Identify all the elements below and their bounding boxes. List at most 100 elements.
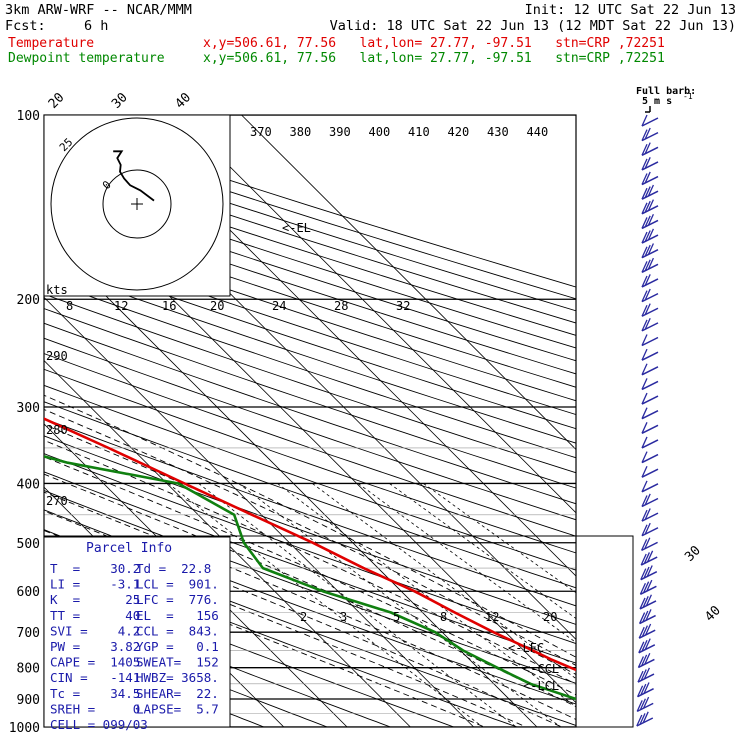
theta-label: 380: [290, 125, 312, 139]
parcel-info-box: [43, 536, 231, 728]
parcel-row-right: LAPSE= 5.7: [136, 701, 219, 716]
wind-barb-flag: [645, 623, 652, 636]
parcel-row-right: LFC = 776.: [136, 592, 219, 607]
temperature-profile: [44, 417, 576, 672]
wind-barb-flag: [644, 522, 651, 535]
wind-barb-flag: [642, 596, 649, 608]
wind-barb-flag: [643, 682, 650, 694]
wind-barb-flag: [644, 303, 651, 315]
wind-barb: [641, 219, 659, 230]
wind-barb: [640, 570, 658, 581]
wind-barb: [641, 541, 658, 552]
pressure-label: 200: [17, 293, 40, 308]
wind-barb-flag: [644, 244, 651, 257]
wind-barb: [641, 175, 659, 186]
wind-barb-flag: [644, 537, 651, 550]
wind-barb: [641, 497, 659, 508]
wind-barb: [641, 131, 659, 142]
wind-barb-flag: [641, 319, 648, 332]
theta-label: 390: [329, 125, 351, 139]
isotherm-label: 10: [0, 90, 4, 112]
wind-barb-flag: [644, 288, 651, 301]
wind-barb-flag: [641, 290, 648, 302]
isotherm: [44, 296, 474, 727]
wind-barb-flag: [641, 231, 648, 244]
wind-barb-flag: [643, 552, 650, 564]
parcel-row-right: YGP = 0.1: [136, 639, 219, 654]
isotherm: [44, 423, 348, 727]
wind-barb-flag: [647, 228, 654, 241]
wind-barb-flag: [644, 142, 651, 154]
wind-scale-value: 5 m s: [642, 96, 672, 107]
dewpoint-location: x,y=506.61, 77.56 lat,lon= 27.77, -97.51…: [203, 51, 665, 66]
wind-barb-flag: [644, 186, 651, 198]
wind-barb-flag: [644, 230, 651, 242]
mixing-ratio-label: 8: [440, 610, 447, 624]
init-time: Init: 12 UTC Sat 22 Jun 13: [524, 2, 736, 18]
wind-barb-flag: [641, 465, 648, 478]
dry-adiabat: [44, 353, 576, 537]
dry-adiabat: [44, 337, 576, 521]
temperature-location: x,y=506.61, 77.56 lat,lon= 27.77, -97.51…: [203, 36, 665, 51]
wind-barb: [638, 644, 656, 654]
wind-barb-flag: [643, 581, 650, 593]
parcel-info-title: Parcel Info: [86, 541, 172, 556]
wind-barb-flag: [640, 669, 647, 681]
pressure-label: 1000: [9, 721, 40, 736]
wind-barb-flag: [641, 509, 648, 522]
wind-barb-flag: [641, 158, 648, 171]
wind-barb-flag: [641, 114, 648, 127]
wind-barb-flag: [641, 480, 648, 493]
wind-barb-flag: [641, 639, 648, 652]
moist-adiabat-label: 270: [46, 494, 68, 508]
wind-barb-flag: [639, 583, 646, 595]
wind-barb-flag: [644, 652, 651, 665]
wind-barb-flag: [644, 215, 651, 228]
pressure-label: 500: [17, 537, 40, 552]
wind-barb-flag: [641, 392, 648, 405]
wind-barb: [641, 249, 659, 259]
wind-barb-flag: [643, 667, 650, 680]
wind-barb-flag: [647, 184, 654, 197]
dry-adiabat: [44, 308, 576, 489]
isotherm: [44, 360, 411, 727]
wind-barb: [641, 146, 659, 156]
wind-barb: [641, 366, 659, 376]
wind-barb-flag: [638, 641, 645, 654]
hodograph-units: kts: [46, 283, 68, 297]
wind-barb-flag: [641, 436, 648, 449]
wind-barb-flag: [639, 713, 646, 725]
wind-barb: [641, 117, 659, 127]
parcel-row-right: SHEAR= 22.: [136, 686, 219, 701]
wind-barb: [641, 410, 659, 420]
mixing-ratio-label: 2: [300, 610, 307, 624]
dry-adiabat: [44, 213, 576, 388]
wind-barb-flag: [641, 143, 648, 156]
wind-barb-flag: [637, 656, 644, 668]
dry-adiabat: [44, 239, 576, 416]
wind-barb: [641, 336, 659, 347]
dry-adiabat: [44, 252, 576, 430]
valid-time: Valid: 18 UTC Sat 22 Jun 13 (12 MDT Sat …: [329, 18, 736, 34]
wind-barb-flag: [646, 565, 653, 577]
wind-barb-flag: [643, 696, 650, 709]
wind-barb-flag: [647, 213, 654, 226]
level-annotation: <-LCL: [523, 679, 559, 693]
parcel-row-left: TT = 40: [50, 608, 140, 623]
wind-barb: [641, 322, 659, 332]
wind-barb-flag: [641, 202, 648, 215]
parcel-row-right: EL = 156: [136, 608, 219, 623]
wind-barb-flag: [644, 638, 651, 650]
wind-barb-flag: [642, 711, 649, 724]
wind-barb-flag: [637, 670, 644, 683]
parcel-row-right: SWEAT= 152: [136, 655, 219, 670]
wind-barb-flag: [647, 257, 654, 270]
wind-barb-flag: [641, 625, 648, 637]
wind-barb-flag: [641, 495, 648, 507]
parcel-row-left: LI = -3.1: [50, 577, 140, 592]
wind-barb: [641, 527, 659, 537]
moist-adiabat: [44, 456, 576, 696]
wind-barb-flag: [644, 171, 651, 184]
isotherm-label: 30: [109, 90, 131, 112]
wind-barb-flag: [641, 422, 648, 434]
